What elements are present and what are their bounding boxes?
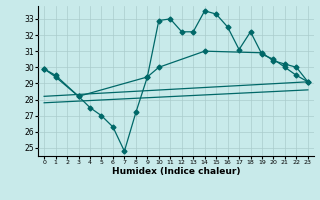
X-axis label: Humidex (Indice chaleur): Humidex (Indice chaleur) — [112, 167, 240, 176]
